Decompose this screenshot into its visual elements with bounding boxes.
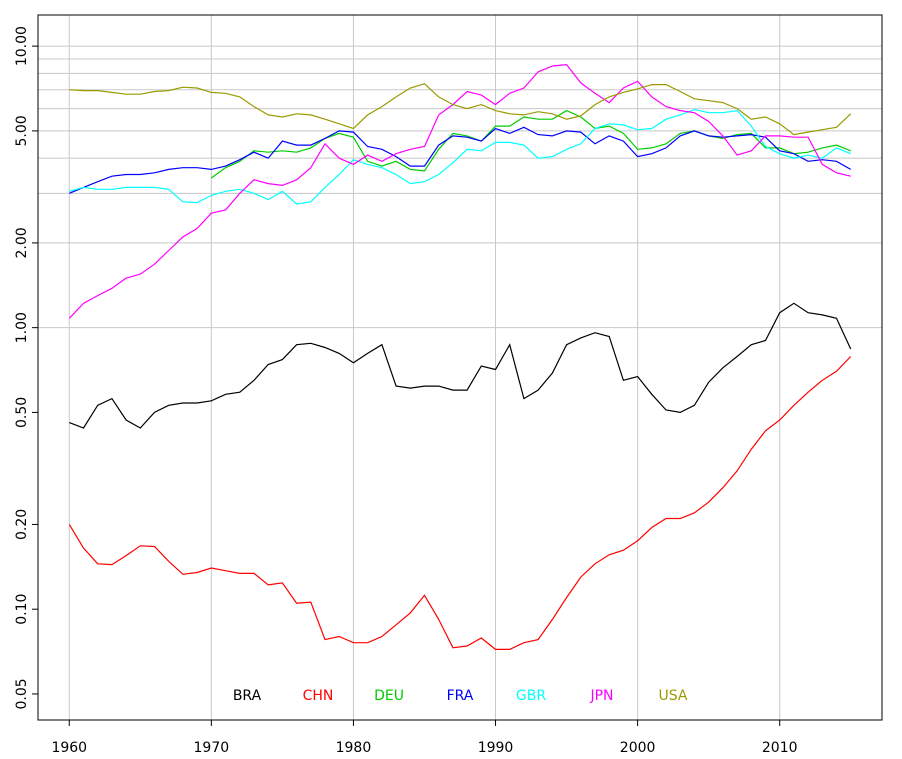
legend-label: DEU — [374, 688, 404, 704]
series-line — [69, 302, 852, 429]
y-tick-label: 1.00 — [14, 312, 30, 343]
series-line — [68, 63, 851, 319]
plot-frame — [37, 14, 883, 721]
legend-label: JPN — [589, 688, 613, 704]
y-tick-label: 2.00 — [14, 227, 30, 258]
series-line — [210, 109, 851, 179]
legend-label: FRA — [447, 688, 474, 704]
y-tick-label: 5.00 — [14, 115, 30, 146]
legend-label: GBR — [516, 688, 546, 704]
y-tick-label: 10.00 — [14, 26, 30, 66]
series-line — [69, 126, 851, 194]
x-tick-label: 2000 — [620, 740, 656, 756]
legend-label: BRA — [233, 688, 262, 704]
x-tick-label: 1980 — [336, 740, 372, 756]
y-tick-label: 0.20 — [14, 509, 30, 540]
series-line — [68, 356, 852, 650]
series-line — [69, 108, 851, 205]
legend-label: CHN — [303, 688, 334, 704]
y-tick-label: 0.05 — [14, 678, 30, 709]
x-tick-label: 1960 — [51, 740, 87, 756]
y-tick-label: 0.50 — [14, 397, 30, 428]
x-tick-label: 1990 — [478, 740, 514, 756]
legend-label: USA — [659, 688, 688, 704]
series-line — [69, 83, 852, 136]
x-tick-label: 1970 — [194, 740, 230, 756]
y-tick-label: 0.10 — [14, 594, 30, 625]
x-tick-label: 2010 — [762, 740, 798, 756]
